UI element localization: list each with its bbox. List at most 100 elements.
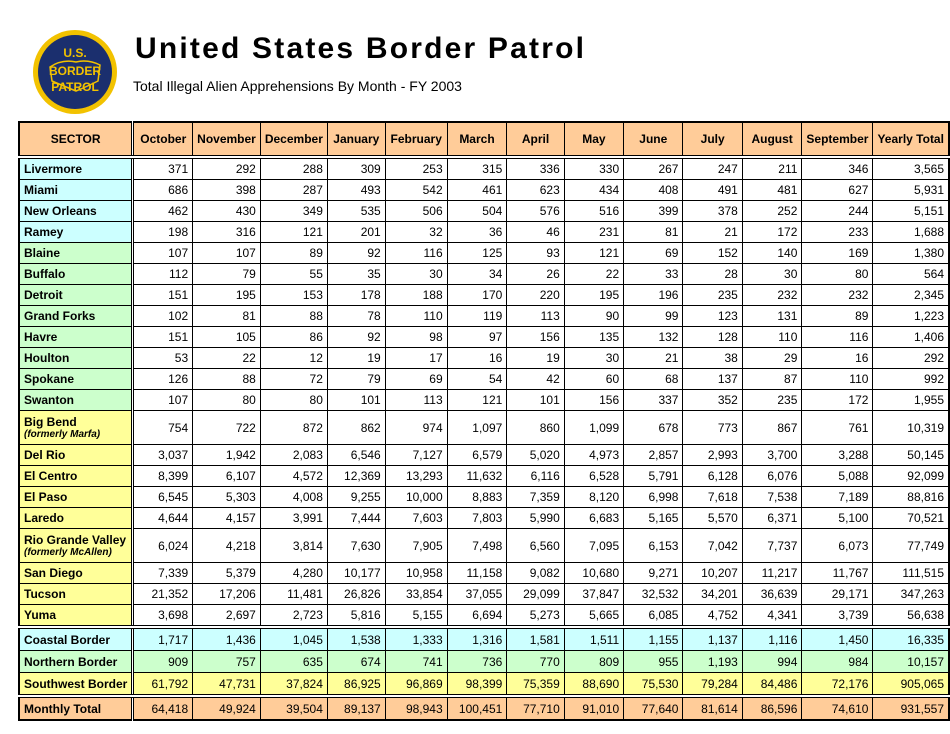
value-cell: 6,683	[563, 507, 625, 529]
value-cell: 5,791	[623, 465, 684, 487]
sector-name: Miami	[24, 183, 59, 197]
value-cell: 4,572	[259, 465, 328, 487]
sector-cell: Del Rio	[18, 444, 135, 466]
value-cell: 434	[563, 179, 625, 201]
value-cell: 22	[563, 263, 625, 285]
sector-name: Spokane	[24, 372, 75, 386]
value-cell: 29	[741, 347, 803, 369]
value-cell: 1,688	[872, 221, 950, 243]
value-cell: 481	[741, 179, 803, 201]
table-row: Del Rio 3,037 1,942 2,083 6,546 7,127 6,579 5,0…	[18, 444, 950, 466]
value-cell: 61,792	[132, 672, 194, 697]
sector-name: Swanton	[24, 393, 74, 407]
value-cell: 116	[801, 326, 874, 348]
column-header: August	[741, 121, 803, 159]
value-cell: 6,085	[623, 604, 684, 628]
value-cell: 635	[259, 650, 328, 673]
value-cell: 77,710	[506, 694, 565, 721]
value-cell: 36	[446, 221, 508, 243]
column-header: January	[326, 121, 386, 159]
value-cell: 232	[741, 284, 803, 306]
value-cell: 13,293	[384, 465, 448, 487]
value-cell: 113	[506, 305, 565, 327]
value-cell: 6,694	[446, 604, 508, 628]
logo-text: U.S.	[63, 46, 86, 60]
value-cell: 984	[801, 650, 874, 673]
value-cell: 135	[563, 326, 625, 348]
value-cell: 7,042	[682, 528, 743, 563]
value-cell: 3,814	[259, 528, 328, 563]
table-row: El Paso 6,545 5,303 4,008 9,255 10,000 8,883 7,…	[18, 486, 950, 508]
value-cell: 17,206	[192, 583, 261, 605]
apprehensions-table: SECTOR October November December January Febr…	[18, 121, 950, 721]
value-cell: 49,924	[192, 694, 261, 721]
value-cell: 7,603	[384, 507, 448, 529]
value-cell: 5,155	[384, 604, 448, 628]
value-cell: 7,538	[741, 486, 803, 508]
value-cell: 79	[192, 263, 261, 285]
value-cell: 4,218	[192, 528, 261, 563]
value-cell: 39,504	[259, 694, 328, 721]
value-cell: 741	[384, 650, 448, 673]
value-cell: 346	[801, 156, 874, 180]
value-cell: 5,816	[326, 604, 386, 628]
value-cell: 121	[563, 242, 625, 264]
value-cell: 1,193	[682, 650, 743, 673]
value-cell: 102	[132, 305, 194, 327]
value-cell: 107	[192, 242, 261, 264]
value-cell: 6,546	[326, 444, 386, 466]
value-cell: 92	[326, 326, 386, 348]
value-cell: 862	[326, 410, 386, 445]
value-cell: 119	[446, 305, 508, 327]
value-cell: 231	[563, 221, 625, 243]
sector-cell: Big Bend (formerly Marfa)	[18, 410, 135, 445]
value-cell: 19	[326, 347, 386, 369]
sector-name: Coastal Border	[24, 632, 111, 647]
sector-cell: Detroit	[18, 284, 135, 306]
column-header: March	[446, 121, 508, 159]
sector-name: Monthly Total	[24, 701, 102, 716]
value-cell: 5,931	[872, 179, 950, 201]
table-row: Grand Forks 102 81 88 78 110 119 113 90 99 123 131 8…	[18, 305, 950, 327]
sector-name: Livermore	[24, 162, 83, 176]
value-cell: 6,528	[563, 465, 625, 487]
value-cell: 198	[132, 221, 194, 243]
table-row: Detroit 151 195 153 178 188 170 220 195 196 235 232…	[18, 284, 950, 306]
value-cell: 7,803	[446, 507, 508, 529]
value-cell: 10,680	[563, 562, 625, 584]
value-cell: 17	[384, 347, 448, 369]
value-cell: 54	[446, 368, 508, 390]
value-cell: 29,171	[801, 583, 874, 605]
sector-name: San Diego	[24, 566, 83, 580]
value-cell: 1,097	[446, 410, 508, 445]
value-cell: 153	[259, 284, 328, 306]
value-cell: 5,165	[623, 507, 684, 529]
value-cell: 34	[446, 263, 508, 285]
table-row: Yuma 3,698 2,697 2,723 5,816 5,155 6,694 5,273 5…	[18, 604, 950, 628]
value-cell: 378	[682, 200, 743, 222]
value-cell: 267	[623, 156, 684, 180]
value-cell: 3,037	[132, 444, 194, 466]
value-cell: 504	[446, 200, 508, 222]
value-cell: 121	[259, 221, 328, 243]
table-row: Monthly Total 64,418 49,924 39,504 89,137 98,…	[18, 694, 950, 721]
value-cell: 79,284	[682, 672, 743, 697]
value-cell: 37,847	[563, 583, 625, 605]
value-cell: 128	[682, 326, 743, 348]
value-cell: 232	[801, 284, 874, 306]
value-cell: 992	[872, 368, 950, 390]
value-cell: 172	[801, 389, 874, 411]
value-cell: 19	[506, 347, 565, 369]
sector-note: (formerly Marfa)	[24, 429, 101, 440]
value-cell: 736	[446, 650, 508, 673]
value-cell: 235	[741, 389, 803, 411]
value-cell: 69	[384, 368, 448, 390]
value-cell: 2,993	[682, 444, 743, 466]
table-row: Southwest Border 61,792 47,731 37,824 86,925…	[18, 672, 950, 697]
table-row: Havre 151 105 86 92 98 97 156 135 132 128 110 116 1,4…	[18, 326, 950, 348]
value-cell: 97	[446, 326, 508, 348]
value-cell: 1,116	[741, 625, 803, 651]
value-cell: 107	[132, 242, 194, 264]
value-cell: 1,436	[192, 625, 261, 651]
value-cell: 121	[446, 389, 508, 411]
